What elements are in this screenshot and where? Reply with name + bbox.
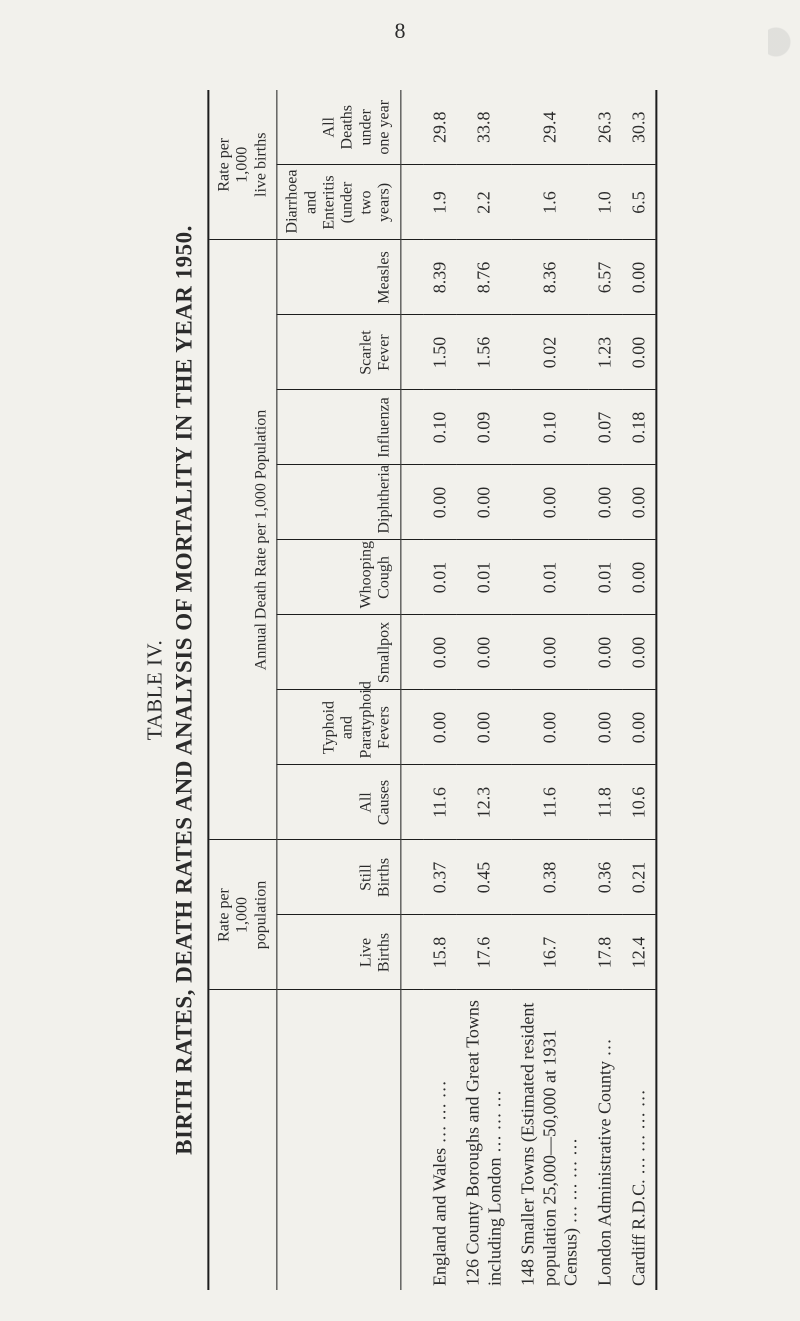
cell: 1.0 [588,165,622,240]
cell: 11.6 [423,765,457,840]
cell: 15.8 [423,915,457,990]
grouphdr-rate-pop: Rate per1,000population [208,840,277,990]
cell: 6.57 [588,240,622,315]
cell: 0.01 [423,540,457,615]
blank-corner2 [277,990,400,1290]
cell: 8.39 [423,240,457,315]
spacer-row [400,90,423,1290]
cell: 0.00 [423,690,457,765]
mortality-table: Rate per1,000population Annual Death Rat… [207,90,657,1290]
group-header-row: Rate per1,000population Annual Death Rat… [208,90,277,1290]
cell: 0.01 [588,540,622,615]
cell: 0.36 [588,840,622,915]
row-label: 126 County Boroughs and Great Towns incl… [456,990,511,1290]
row-label: England and Wales … … … [423,990,457,1290]
cell: 0.02 [512,315,589,390]
cell: 0.38 [512,840,589,915]
cell: 0.21 [622,840,657,915]
cell: 0.00 [622,690,657,765]
colhdr-scarlet: Scarlet Fever [277,315,400,390]
cell: 0.07 [588,390,622,465]
scanned-page: 8 TABLE IV. BIRTH RATES, DEATH RATES AND… [0,0,800,1321]
cell: 0.37 [423,840,457,915]
cell: 8.36 [512,240,589,315]
column-header-row: Live Births Still Births All Causes Typh… [277,90,400,1290]
colhdr-live-births: Live Births [277,915,400,990]
colhdr-diphtheria: Diphtheria [277,465,400,540]
colhdr-whooping: Whooping Cough [277,540,400,615]
cell: 1.56 [456,315,511,390]
cell: 0.01 [456,540,511,615]
cell: 0.09 [456,390,511,465]
cell: 0.00 [456,465,511,540]
table-row: 148 Smaller Towns (Estimated resident po… [512,90,589,1290]
colhdr-still-births: Still Births [277,840,400,915]
cell: 26.3 [588,90,622,165]
cell: 30.3 [622,90,657,165]
colhdr-diarrhoea: Diarrhoea andEnteritis (undertwo years) [277,165,400,240]
cell: 33.8 [456,90,511,165]
page-number: 8 [395,18,406,44]
colhdr-measles: Measles [277,240,400,315]
cell: 6.5 [622,165,657,240]
table-row: Cardiff R.D.C. … … … … 12.4 0.21 10.6 0.… [622,90,657,1290]
cell: 29.4 [512,90,589,165]
cell: 29.8 [423,90,457,165]
cell: 10.6 [622,765,657,840]
cell: 1.23 [588,315,622,390]
rotated-sheet: TABLE IV. BIRTH RATES, DEATH RATES AND A… [142,90,657,1290]
cell: 0.00 [512,615,589,690]
cell: 0.00 [512,465,589,540]
colhdr-typhoid: Typhoid andParatyphoidFevers [277,690,400,765]
cell: 0.00 [622,240,657,315]
cell: 1.9 [423,165,457,240]
grouphdr-rate-births: Rate per1,000live births [208,90,277,240]
table-row: England and Wales … … … 15.8 0.37 11.6 0… [423,90,457,1290]
colhdr-smallpox: Smallpox [277,615,400,690]
cell: 0.45 [456,840,511,915]
table-title: BIRTH RATES, DEATH RATES AND ANALYSIS OF… [171,90,197,1290]
scan-artifact [768,20,800,66]
cell: 12.4 [622,915,657,990]
cell: 0.00 [588,615,622,690]
cell: 8.76 [456,240,511,315]
cell: 0.01 [512,540,589,615]
grouphdr-death-rate: Annual Death Rate per 1,000 Population [208,240,277,840]
cell: 0.00 [456,690,511,765]
cell: 11.6 [512,765,589,840]
row-label: 148 Smaller Towns (Estimated resident po… [512,990,589,1290]
table-sheet: TABLE IV. BIRTH RATES, DEATH RATES AND A… [142,90,657,1290]
cell: 0.00 [622,465,657,540]
cell: 1.6 [512,165,589,240]
table-number: TABLE IV. [142,90,167,1290]
cell: 0.00 [512,690,589,765]
table-row: 126 County Boroughs and Great Towns incl… [456,90,511,1290]
cell: 2.2 [456,165,511,240]
row-label: Cardiff R.D.C. … … … … [622,990,657,1290]
cell: 0.00 [588,465,622,540]
cell: 17.6 [456,915,511,990]
colhdr-all-causes: All Causes [277,765,400,840]
colhdr-all-deaths-u1: All Deaths underone year [277,90,400,165]
cell: 16.7 [512,915,589,990]
cell: 0.18 [622,390,657,465]
cell: 12.3 [456,765,511,840]
cell: 0.00 [423,465,457,540]
colhdr-influenza: Influenza [277,390,400,465]
table-row: London Administrative County … 17.8 0.36… [588,90,622,1290]
cell: 0.10 [423,390,457,465]
cell: 0.00 [423,615,457,690]
cell: 11.8 [588,765,622,840]
table-body: England and Wales … … … 15.8 0.37 11.6 0… [400,90,656,1290]
cell: 17.8 [588,915,622,990]
cell: 0.00 [622,540,657,615]
cell: 0.00 [588,690,622,765]
cell: 0.10 [512,390,589,465]
cell: 0.00 [456,615,511,690]
row-label: London Administrative County … [588,990,622,1290]
cell: 0.00 [622,315,657,390]
cell: 0.00 [622,615,657,690]
cell: 1.50 [423,315,457,390]
blank-corner [208,990,277,1290]
